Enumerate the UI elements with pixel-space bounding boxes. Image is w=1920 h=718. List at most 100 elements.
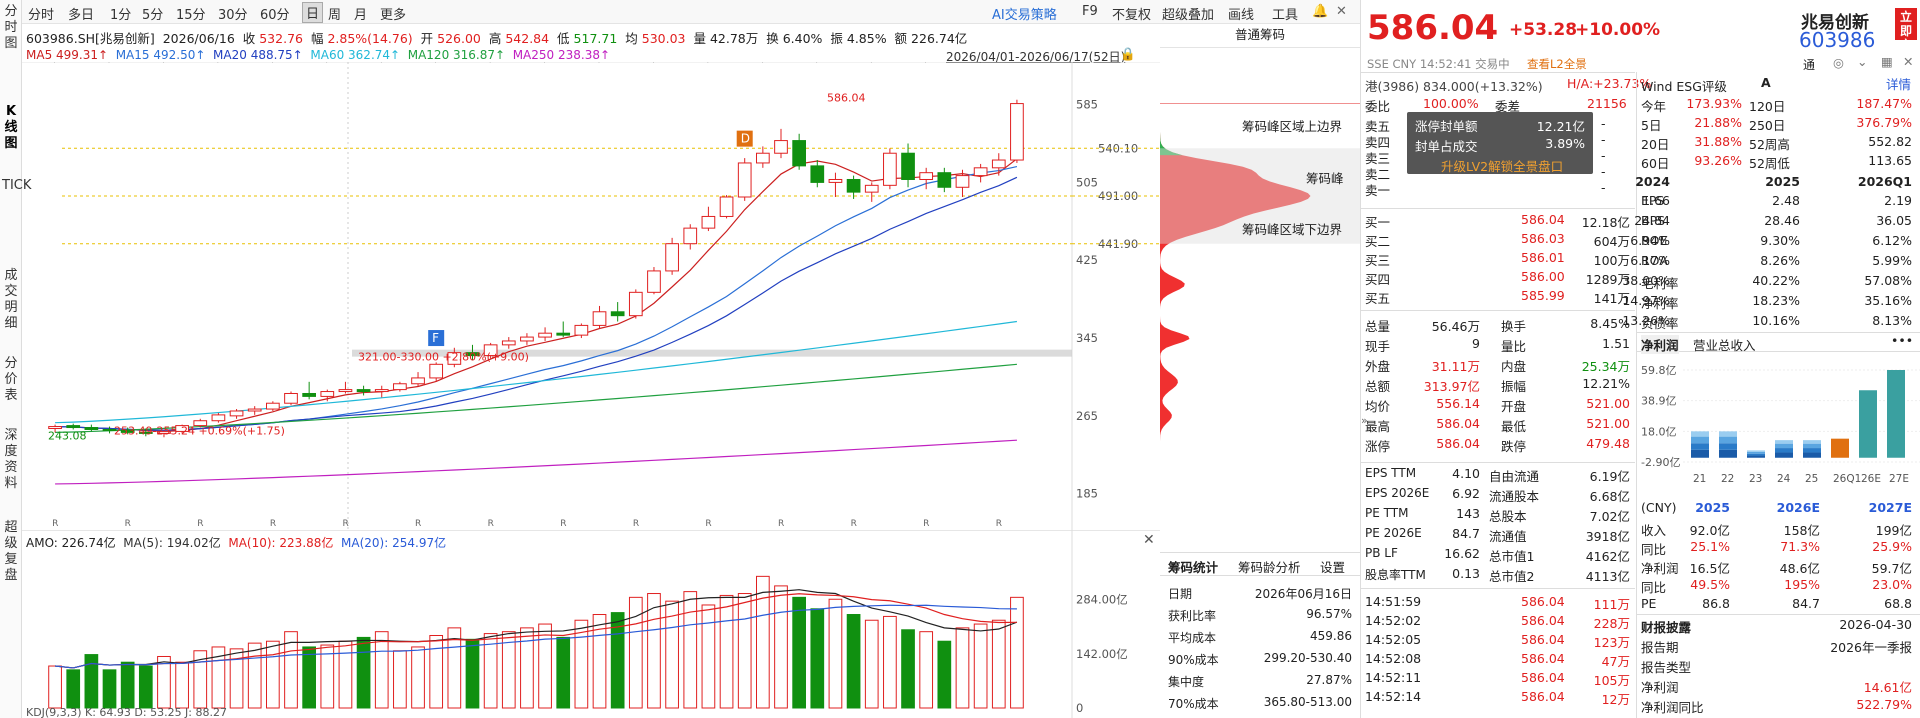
upgrade-lv2-button[interactable]: 升级LV2解锁全景盘口 <box>1441 159 1564 174</box>
f9-button[interactable]: F9 <box>1082 4 1098 19</box>
estimate-header: 2027E <box>1868 500 1912 515</box>
sidebar-item-kline[interactable]: K线图 <box>4 104 18 151</box>
report-period-value: 2026年一季报 <box>1830 640 1912 655</box>
chip-peak-region <box>1160 148 1360 244</box>
buy-level-price: 585.99 <box>1521 288 1565 303</box>
volume-bar <box>229 648 244 709</box>
sidebar-item-trades[interactable]: 成交明细 <box>4 268 18 331</box>
event-r-marker: R <box>197 519 203 529</box>
more-icon[interactable]: ••• <box>1891 333 1914 348</box>
candle <box>266 402 280 410</box>
sidebar-item-price-table[interactable]: 分价表 <box>4 356 18 403</box>
perf-label: 60日 <box>1641 156 1670 171</box>
perf-label: 5日 <box>1641 118 1662 133</box>
tools-button[interactable]: 工具 <box>1272 8 1299 23</box>
draw-button[interactable]: 画线 <box>1228 8 1255 23</box>
l2-link[interactable]: 查看L2全景 <box>1527 57 1587 71</box>
chip-stat-label: 平均成本 <box>1168 631 1217 645</box>
candle <box>1010 103 1024 161</box>
bell-icon[interactable]: 🔔 <box>1312 4 1329 19</box>
period-15min[interactable]: 15分 <box>176 8 206 23</box>
period-multiday[interactable]: 多日 <box>68 8 95 23</box>
finbar-segment <box>1691 436 1709 444</box>
period-1min[interactable]: 1分 <box>110 8 132 23</box>
event-r-marker: R <box>560 519 566 529</box>
fin-value: 2.48 <box>1772 193 1800 208</box>
period-more[interactable]: 更多 <box>380 8 407 23</box>
amp-label: 幅 <box>310 31 324 46</box>
sidebar-item-review[interactable]: 超级复盘 <box>4 520 18 583</box>
tab-chip-settings[interactable]: 设置 <box>1320 560 1346 575</box>
sidebar-item-tick[interactable]: TICK <box>2 178 32 193</box>
sidebar-item-depth[interactable]: 深度资料 <box>4 428 18 491</box>
stat-label: 现手 <box>1365 339 1391 354</box>
period-30min[interactable]: 30分 <box>218 8 248 23</box>
tab-chip-age[interactable]: 筹码龄分析 <box>1238 560 1301 575</box>
eye-icon[interactable]: ◎ <box>1833 55 1844 70</box>
chevron-down-icon[interactable]: ⌄ <box>1857 54 1868 69</box>
esg-detail-link[interactable]: 详情 <box>1886 77 1912 92</box>
period-toolbar: 分时 多日 1分 5分 15分 30分 60分 日 周 月 更多 AI交易策略 … <box>22 0 1360 24</box>
event-r-marker: R <box>851 519 857 529</box>
close-icon[interactable]: ✕ <box>1903 54 1914 69</box>
volume-bar <box>792 596 807 709</box>
stock-code: 603986 <box>1799 28 1876 52</box>
tick-volume: 12万 <box>1601 692 1630 707</box>
volume-bar <box>701 604 716 709</box>
period-60min[interactable]: 60分 <box>260 8 290 23</box>
fin-value: 57.08% <box>1864 273 1912 288</box>
stat-label: 均价 <box>1365 399 1391 414</box>
tick-price: 586.04 <box>1521 689 1565 704</box>
finbar-segment <box>1803 443 1821 449</box>
close-icon[interactable]: ✕ <box>1336 4 1347 19</box>
event-r-marker: R <box>415 519 421 529</box>
val-value: 16.62 <box>1444 546 1480 561</box>
ai-strategy-button[interactable]: AI交易策略 <box>992 8 1057 23</box>
hk-quote[interactable]: 港(3986) 834.000(+13.32%) <box>1365 79 1543 94</box>
tab-net-profit[interactable]: 净利润 <box>1641 335 1679 354</box>
event-star: * <box>869 62 874 68</box>
price-tick-label: 265 <box>1076 409 1098 423</box>
popup-value: 3.89% <box>1545 136 1585 151</box>
finbar-segment <box>1803 452 1821 458</box>
kdj-legend: KDJ(9,3,3) K: 64.93 D: 53.25 J: 88.27 <box>26 706 227 718</box>
volume-tick-label: 284.00亿 <box>1076 593 1128 607</box>
open-value: 526.00 <box>437 31 481 46</box>
period-timeline[interactable]: 分时 <box>28 8 55 23</box>
grid-icon[interactable]: ▦ <box>1881 54 1893 69</box>
lock-icon[interactable]: 🔒 <box>1120 46 1136 61</box>
period-day[interactable]: 日 <box>302 2 324 23</box>
overlay-button[interactable]: 超级叠加 <box>1162 8 1215 23</box>
period-week[interactable]: 周 <box>328 8 342 23</box>
sidebar-item-timeline[interactable]: 分时图 <box>4 4 18 51</box>
no-adjust-button[interactable]: 不复权 <box>1112 8 1152 23</box>
stock-code-name: 603986.SH[兆易创新] <box>26 31 155 46</box>
trade-now-button[interactable]: 立即交易 <box>1895 8 1917 66</box>
estimate-value: 68.8 <box>1884 596 1912 611</box>
date-range[interactable]: 2026/04/01-2026/06/17(52日) <box>946 50 1126 64</box>
volume-bar <box>429 635 444 709</box>
perf-value: 552.82 <box>1868 134 1912 149</box>
tab-revenue[interactable]: 营业总收入 <box>1693 338 1756 353</box>
candle <box>120 429 135 433</box>
stock-name: 兆易创新 <box>1801 13 1869 33</box>
perf-value: 113.65 <box>1868 153 1912 168</box>
estimate-label: 收入 <box>1641 523 1667 538</box>
stat-value: 31.11万 <box>1431 359 1480 374</box>
period-5min[interactable]: 5分 <box>142 8 164 23</box>
tab-chip-stats[interactable]: 筹码统计 <box>1168 560 1219 575</box>
volume-bar <box>737 593 752 709</box>
close-icon[interactable]: ✕ <box>1143 532 1155 548</box>
buy-level-volume: 141万 <box>1593 291 1630 306</box>
report-title: 财报披露 <box>1641 620 1692 635</box>
estimate-value: 59.7亿 <box>1871 561 1912 576</box>
candle <box>574 324 589 336</box>
candle <box>628 291 643 317</box>
chevron-right-icon[interactable]: » <box>1361 414 1368 427</box>
volume-chart[interactable]: 284.00亿 142.00亿 0 <box>22 530 1160 718</box>
val-value: 7.02亿 <box>1589 509 1630 524</box>
period-month[interactable]: 月 <box>354 8 368 23</box>
ma60-legend: MA60 362.74↑ <box>310 48 401 62</box>
amo-legend: AMO: 226.74亿 MA(5): 194.02亿 MA(10): 223.… <box>26 534 446 551</box>
